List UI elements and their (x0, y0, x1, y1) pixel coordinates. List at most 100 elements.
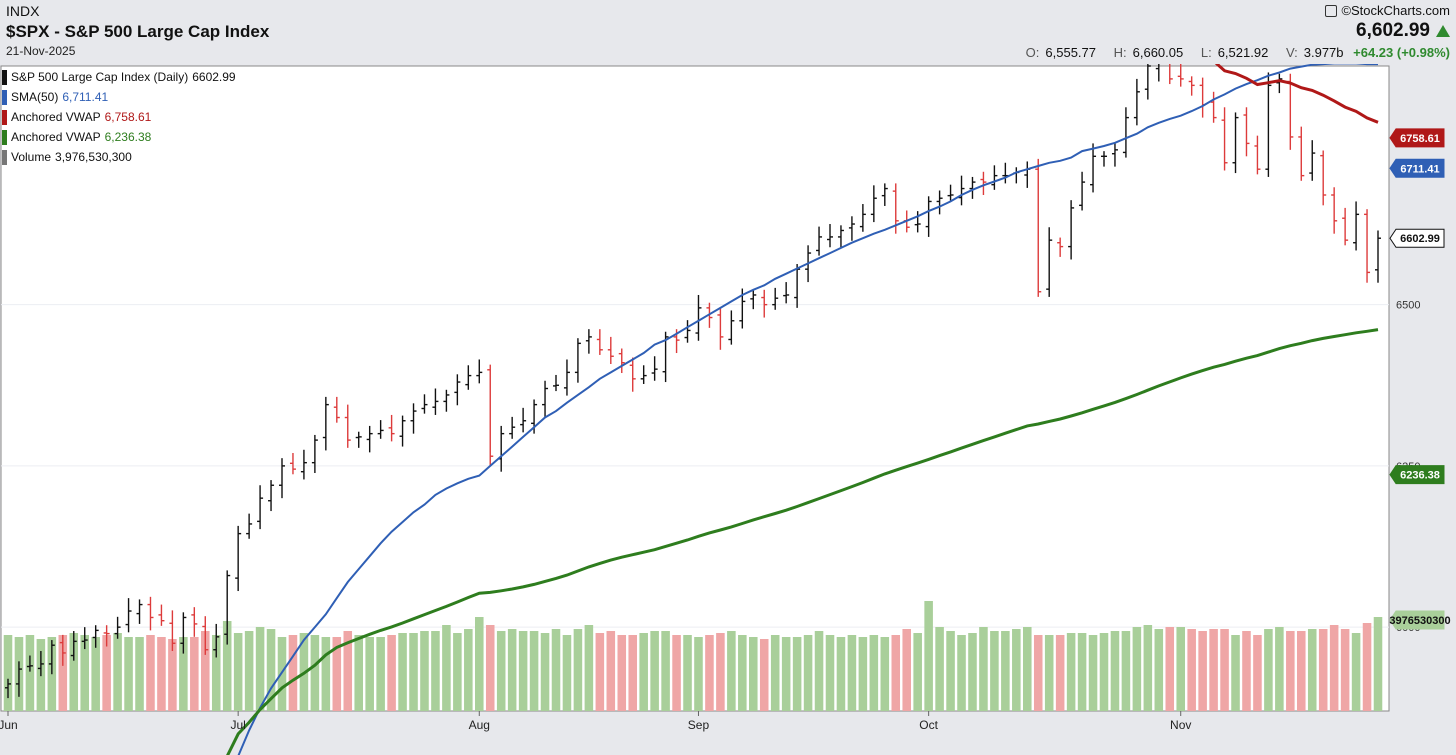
volume-bar (705, 635, 714, 711)
volume-bar (902, 629, 911, 711)
legend-item: Anchored VWAP 6,758.61 (2, 107, 236, 127)
volume-bar (858, 637, 868, 711)
volume-bar (803, 635, 813, 711)
ohlc-bar (728, 310, 735, 345)
volume-bar (431, 631, 440, 711)
ohlc-bar (333, 396, 340, 423)
volume-bar (376, 637, 385, 711)
volume-bar (442, 625, 451, 711)
ohlc-bar (772, 287, 779, 310)
ohlc-bar (542, 380, 549, 418)
ohlc-bar (1188, 76, 1195, 96)
x-tick-label: Jun (0, 718, 18, 732)
volume-bar (672, 635, 681, 711)
ohlc-bar (1177, 64, 1184, 87)
volume-bar (891, 635, 901, 711)
up-arrow-icon (1436, 25, 1450, 37)
volume-bar (1033, 635, 1043, 711)
volume-bar (1209, 629, 1218, 711)
volume-bar (836, 637, 846, 711)
chart-legend: S&P 500 Large Cap Index (Daily) 6602.99 SM… (2, 67, 236, 167)
ohlc-bar (827, 224, 833, 248)
ohlc-bar (1133, 78, 1140, 126)
volume-bar (749, 637, 758, 711)
ohlc-bar (289, 453, 296, 475)
volume-bar (606, 631, 616, 711)
legend-label: Volume (11, 150, 52, 164)
volume-bar (968, 633, 977, 711)
ohlc-bar (1221, 107, 1228, 171)
ohlc-bar (991, 165, 998, 190)
ohlc-bar (355, 431, 362, 448)
volume-bar (365, 637, 374, 711)
low-label: L: (1200, 45, 1212, 60)
volume-bar (617, 635, 627, 711)
ohlc-bar (936, 190, 943, 215)
ohlc-bar (81, 627, 88, 650)
ohlc-bar (640, 365, 647, 384)
legend-item: Volume 3,976,530,300 (2, 147, 236, 167)
volume-bar (540, 633, 550, 711)
ohlc-bar (1122, 107, 1129, 158)
volume-bar (496, 631, 506, 711)
volume-bar (1340, 629, 1350, 711)
ohlc-bar (476, 359, 483, 384)
volume-bar (91, 637, 100, 711)
ohlc-bar (377, 420, 384, 439)
vwap-green-tag: 6236.38 (1389, 465, 1445, 485)
ohlc-bar (37, 651, 44, 677)
volume-bar (814, 631, 824, 711)
ohlc-bar (213, 623, 220, 658)
ohlc-bar (158, 604, 165, 626)
legend-label: Anchored VWAP (11, 110, 101, 124)
x-tick-label: Aug (469, 718, 490, 732)
volume-bar (1275, 627, 1284, 711)
ohlc-bar (717, 307, 724, 350)
price-bars (5, 64, 1381, 699)
ohlc-bar (388, 414, 395, 442)
volume-bar (529, 631, 539, 711)
volume-bar (266, 629, 276, 711)
volume-bar (1231, 635, 1240, 711)
volume-bar (1264, 629, 1273, 711)
volume-bar (551, 629, 561, 711)
last-price-display: 6,602.99 (1356, 20, 1450, 42)
volume-bar (255, 627, 265, 711)
volume-bar (1066, 633, 1076, 711)
ohlc-bar (1254, 135, 1261, 175)
volume-bar (759, 639, 769, 711)
ohlc-bar (1144, 64, 1151, 100)
ohlc-bar (300, 449, 307, 480)
ohlc-bar (465, 365, 472, 390)
ohlc-bar (783, 282, 790, 304)
ohlc-bar (870, 185, 877, 223)
ohlc-bar (607, 336, 614, 364)
brand[interactable]: ©StockCharts.com (1325, 3, 1450, 18)
volume-bar (781, 637, 791, 711)
ohlc-bar (761, 289, 768, 318)
volume-bar (694, 637, 703, 711)
ohlc-bar (553, 374, 559, 392)
ohlc-bar (48, 640, 55, 675)
volume-bar (25, 635, 35, 711)
legend-label: S&P 500 Large Cap Index (Daily) (11, 70, 189, 84)
ohlc-bar (1375, 230, 1381, 283)
volume-bar (1001, 631, 1010, 711)
volume-bar (1373, 617, 1383, 711)
ohlc-bar (454, 374, 461, 406)
ohlc-bar (366, 425, 373, 453)
y-gridlines (1, 304, 1389, 628)
volume-bar (1088, 635, 1098, 711)
volume-value: 3.977b (1303, 45, 1344, 60)
volume-bar (1242, 631, 1251, 711)
ohlc-bar (1046, 227, 1053, 297)
ohlc-bar (1090, 143, 1097, 193)
ohlc-bar (1101, 151, 1107, 167)
ohlc-bar (1169, 64, 1173, 85)
volume-bar (1307, 629, 1317, 711)
volume-bar (1077, 633, 1087, 711)
ohlc-bar (421, 394, 428, 414)
ohlc-bar (443, 389, 450, 412)
volume-bar (211, 635, 221, 711)
